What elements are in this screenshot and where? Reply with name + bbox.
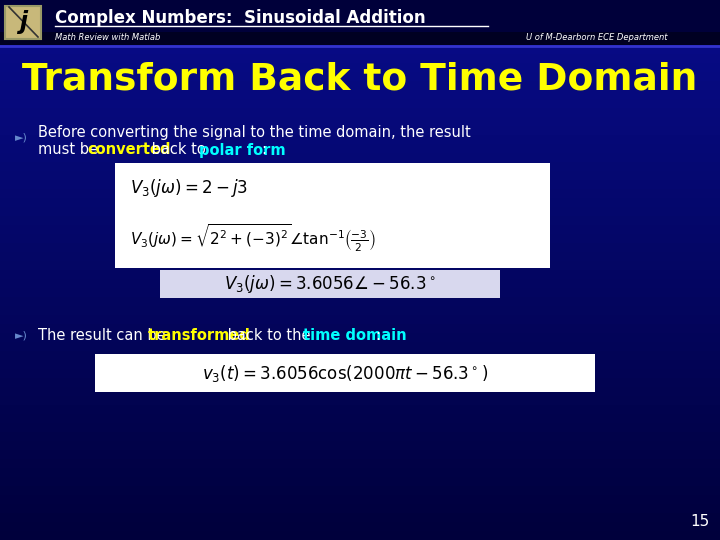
Bar — [0, 215, 720, 225]
Text: j: j — [19, 10, 27, 34]
Bar — [0, 395, 720, 405]
Text: $V_3(j\omega) = \sqrt{2^2 + (-3)^2} \angle \tan^{-1}\!\left(\frac{-3}{2}\right)$: $V_3(j\omega) = \sqrt{2^2 + (-3)^2} \ang… — [130, 222, 376, 254]
Bar — [0, 152, 720, 162]
Bar — [0, 179, 720, 189]
Text: $V_3(j\omega) = 2 - j3$: $V_3(j\omega) = 2 - j3$ — [130, 177, 248, 199]
Bar — [0, 422, 720, 432]
Bar — [0, 17, 720, 27]
Bar — [0, 80, 720, 90]
Bar — [0, 359, 720, 369]
Bar — [0, 62, 720, 72]
Bar — [0, 71, 720, 81]
Bar — [0, 278, 720, 288]
Bar — [0, 116, 720, 126]
Bar — [160, 270, 500, 298]
Text: back to: back to — [147, 143, 210, 158]
Bar — [0, 161, 720, 171]
Bar — [0, 26, 720, 36]
Bar — [0, 476, 720, 486]
Bar — [0, 458, 720, 468]
Bar — [0, 32, 720, 45]
Bar — [0, 404, 720, 414]
Bar — [0, 188, 720, 198]
Text: time domain: time domain — [303, 327, 407, 342]
Text: Transform Back to Time Domain: Transform Back to Time Domain — [22, 62, 698, 98]
Bar — [0, 287, 720, 297]
Bar — [0, 521, 720, 531]
Bar — [0, 449, 720, 459]
Text: Math Review with Matlab: Math Review with Matlab — [55, 33, 161, 43]
Bar — [0, 332, 720, 342]
Bar — [0, 44, 720, 54]
Bar — [95, 354, 595, 392]
Bar — [0, 341, 720, 351]
Bar — [115, 163, 550, 268]
Text: :: : — [261, 143, 266, 158]
Bar — [0, 0, 720, 9]
FancyBboxPatch shape — [5, 6, 41, 39]
Bar — [0, 53, 720, 63]
Bar — [0, 233, 720, 243]
Bar — [0, 485, 720, 495]
Bar — [0, 89, 720, 99]
Bar — [0, 0, 720, 45]
Text: U of M-Dearborn ECE Department: U of M-Dearborn ECE Department — [526, 33, 668, 43]
Bar — [0, 377, 720, 387]
Bar — [0, 314, 720, 324]
Bar — [0, 170, 720, 180]
Bar — [0, 503, 720, 513]
Bar — [0, 35, 720, 45]
Text: polar form: polar form — [199, 143, 286, 158]
Bar — [0, 350, 720, 360]
Bar — [0, 323, 720, 333]
Bar — [0, 107, 720, 117]
Bar — [0, 440, 720, 450]
Bar — [0, 251, 720, 261]
Text: $V_3(j\omega) = 3.6056\angle -56.3^\circ$: $V_3(j\omega) = 3.6056\angle -56.3^\circ… — [224, 273, 436, 295]
Bar — [0, 8, 720, 18]
Bar — [0, 467, 720, 477]
Text: Before converting the signal to the time domain, the result: Before converting the signal to the time… — [38, 125, 471, 139]
Bar — [0, 206, 720, 216]
Bar — [0, 197, 720, 207]
Bar — [0, 305, 720, 315]
Bar — [0, 269, 720, 279]
Bar — [0, 413, 720, 423]
Text: back to the: back to the — [223, 327, 315, 342]
Bar — [0, 431, 720, 441]
Bar — [0, 386, 720, 396]
Bar — [0, 494, 720, 504]
Text: Complex Numbers:  Sinusoidal Addition: Complex Numbers: Sinusoidal Addition — [55, 9, 426, 27]
Bar — [0, 143, 720, 153]
Text: $v_3(t) = 3.6056\cos(2000\pi t - 56.3^\circ)$: $v_3(t) = 3.6056\cos(2000\pi t - 56.3^\c… — [202, 362, 488, 383]
Bar — [0, 98, 720, 108]
Text: transformed: transformed — [148, 327, 251, 342]
Text: :: : — [375, 327, 380, 342]
Bar — [0, 125, 720, 135]
Bar — [0, 512, 720, 522]
Bar — [0, 260, 720, 270]
Bar — [0, 296, 720, 306]
Text: must be: must be — [38, 143, 103, 158]
Bar — [0, 368, 720, 378]
Text: 15: 15 — [690, 515, 710, 530]
Text: The result can be: The result can be — [38, 327, 170, 342]
Bar — [0, 224, 720, 234]
Text: ►): ►) — [15, 330, 28, 340]
Text: ►): ►) — [15, 132, 28, 142]
Bar — [0, 242, 720, 252]
Bar — [0, 134, 720, 144]
Text: converted: converted — [87, 143, 171, 158]
Bar — [0, 530, 720, 540]
